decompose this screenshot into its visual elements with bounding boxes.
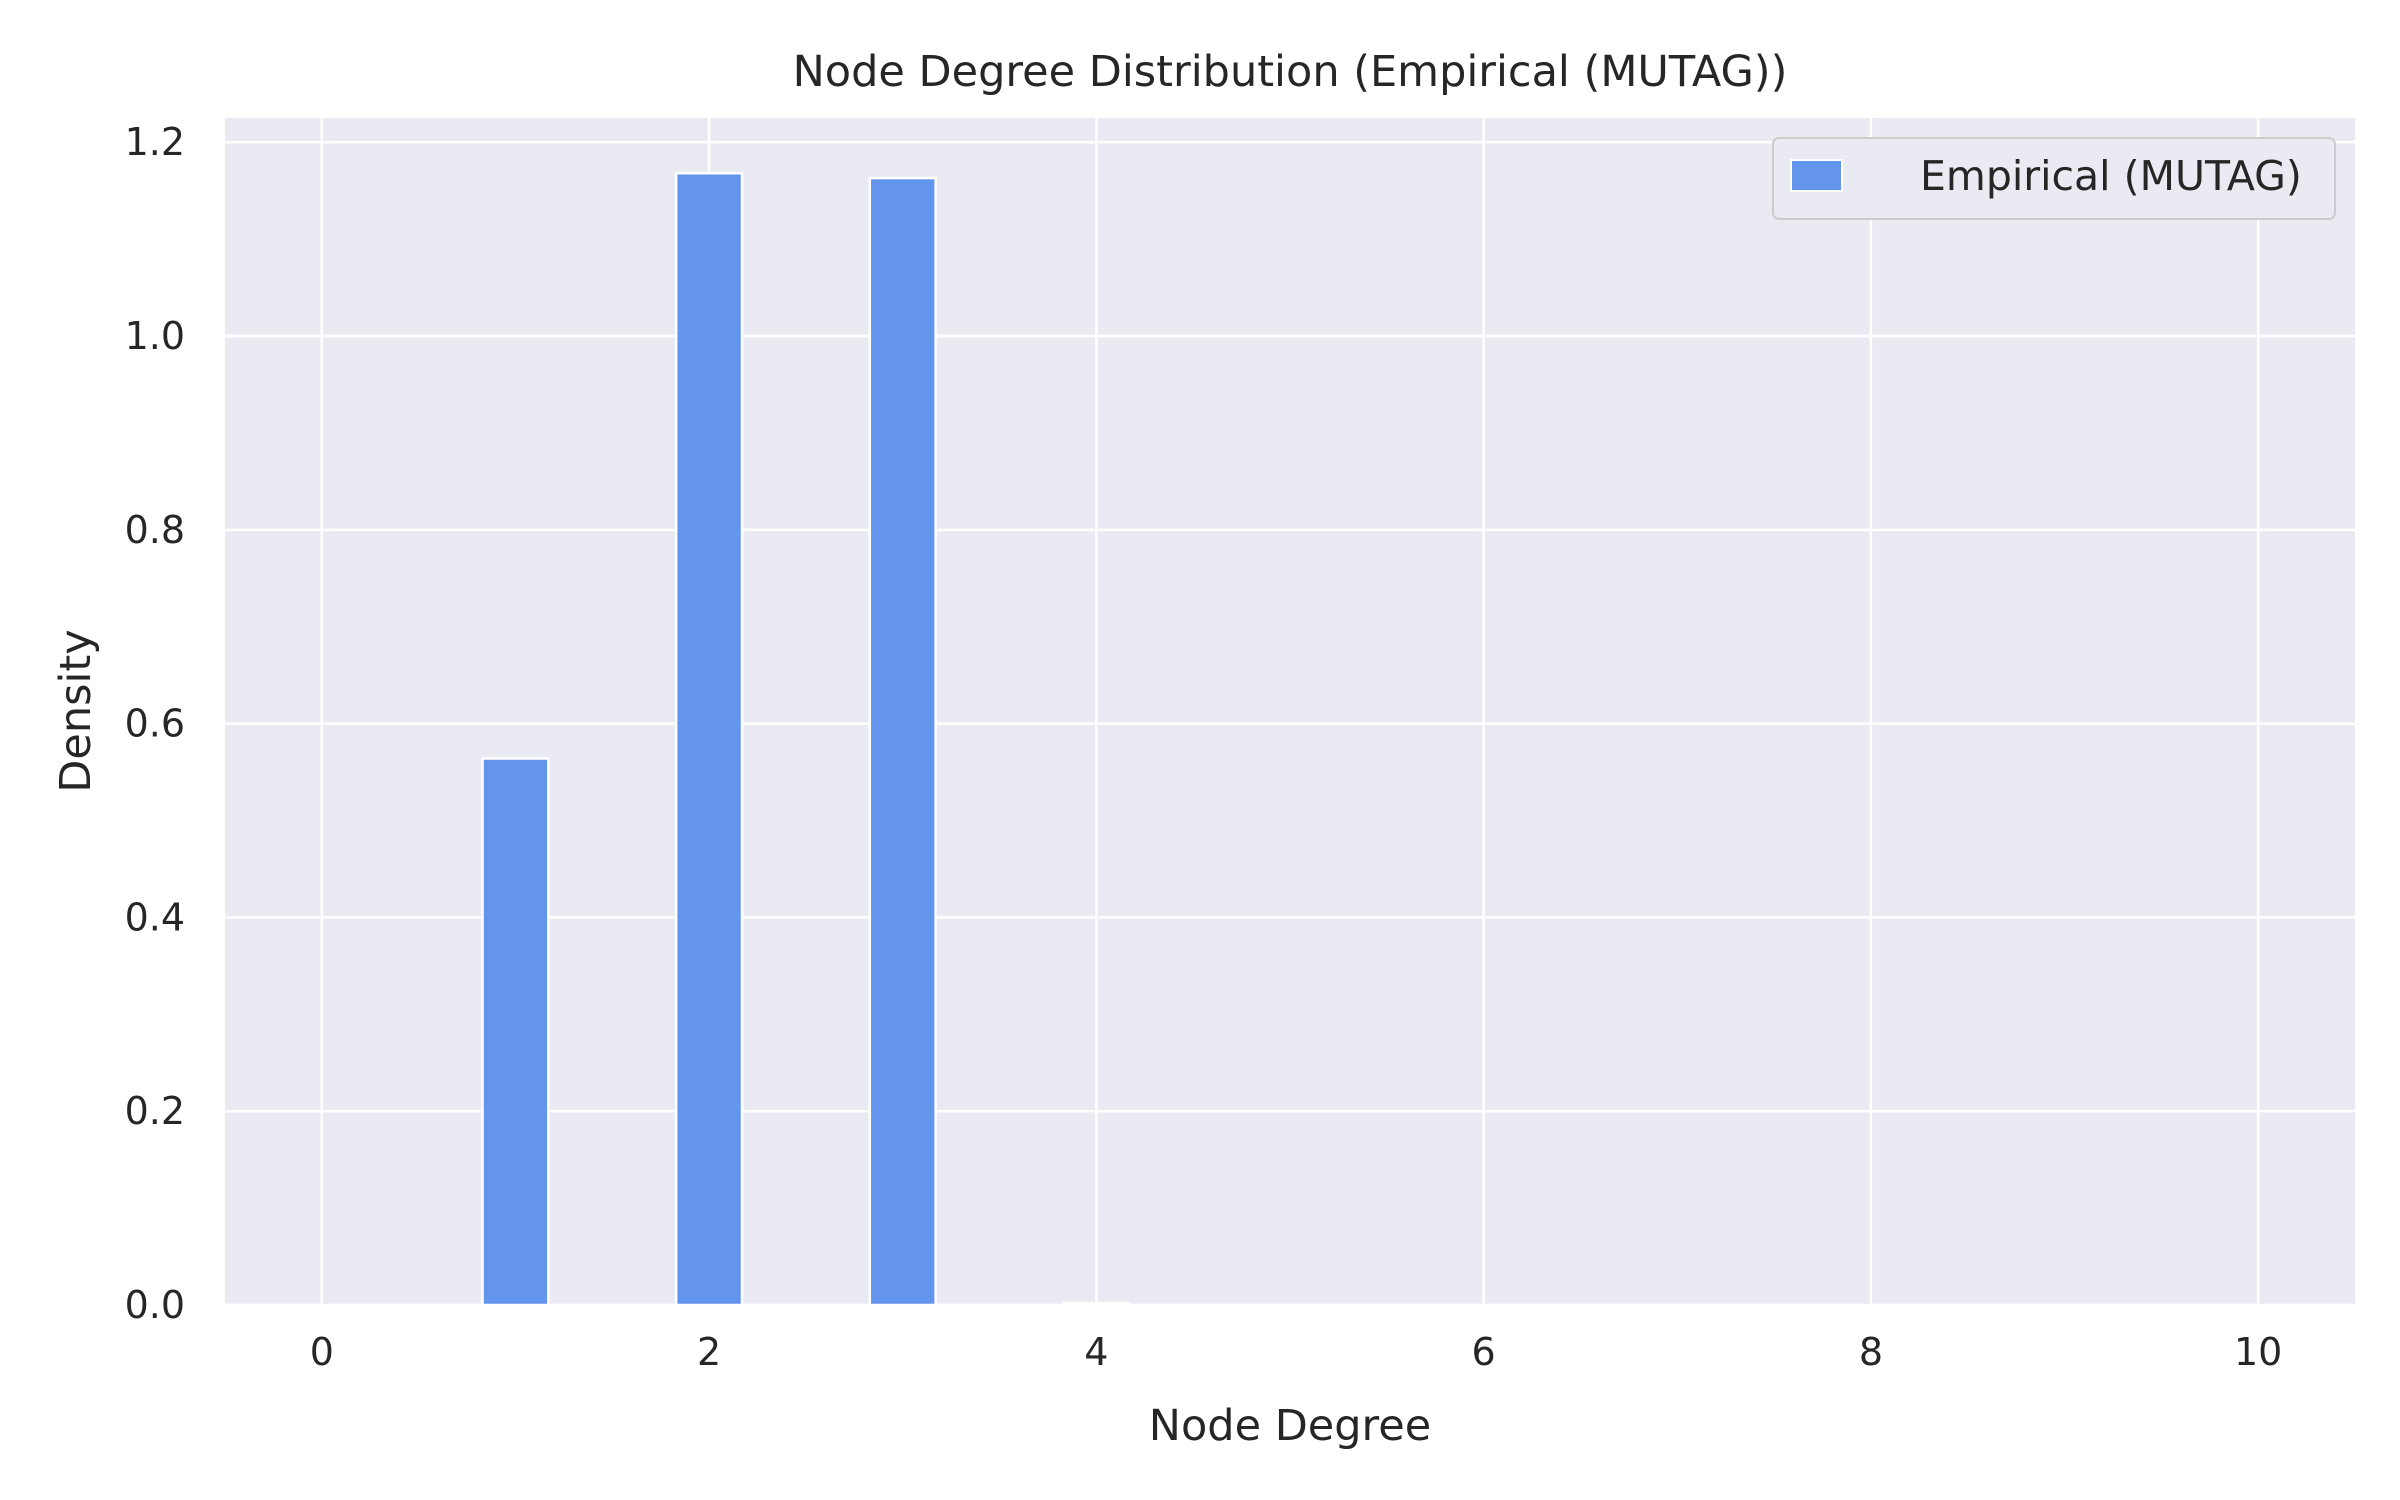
legend-box (1772, 137, 2336, 220)
chart-title: Node Degree Distribution (Empirical (MUT… (793, 47, 1788, 97)
grid (225, 118, 2355, 1307)
bar (481, 757, 550, 1307)
y-tick-label: 0.4 (125, 895, 185, 939)
x-tick-label: 2 (697, 1330, 721, 1374)
x-tick-label: 8 (1859, 1330, 1883, 1374)
x-axis-label: Node Degree (1149, 1401, 1431, 1451)
y-tick-label: 0.6 (125, 702, 185, 746)
plot-area (225, 118, 2355, 1305)
bars (481, 171, 1131, 1307)
x-tick-label: 0 (310, 1330, 334, 1374)
y-axis-label: Density (51, 629, 101, 792)
legend: Empirical (MUTAG) (1772, 137, 2336, 220)
y-tick-label: 0.0 (125, 1283, 185, 1327)
x-tick-label: 6 (1472, 1330, 1496, 1374)
y-tick-label: 1.0 (125, 314, 185, 358)
bar (868, 176, 937, 1307)
legend-label: Empirical (MUTAG) (1920, 152, 2302, 200)
y-tick-label: 1.2 (125, 120, 185, 164)
x-tick-label: 10 (2234, 1330, 2282, 1374)
y-tick-label: 0.2 (125, 1089, 185, 1133)
legend-swatch (1790, 159, 1843, 192)
x-tick-label: 4 (1084, 1330, 1108, 1374)
y-axis-ticks: 0.0 0.2 0.4 0.6 0.8 1.0 1.2 (125, 120, 185, 1327)
x-axis-ticks: 0 2 4 6 8 10 (310, 1330, 2283, 1374)
bar (1062, 1301, 1131, 1307)
bar (674, 171, 744, 1307)
y-tick-label: 0.8 (125, 508, 185, 552)
